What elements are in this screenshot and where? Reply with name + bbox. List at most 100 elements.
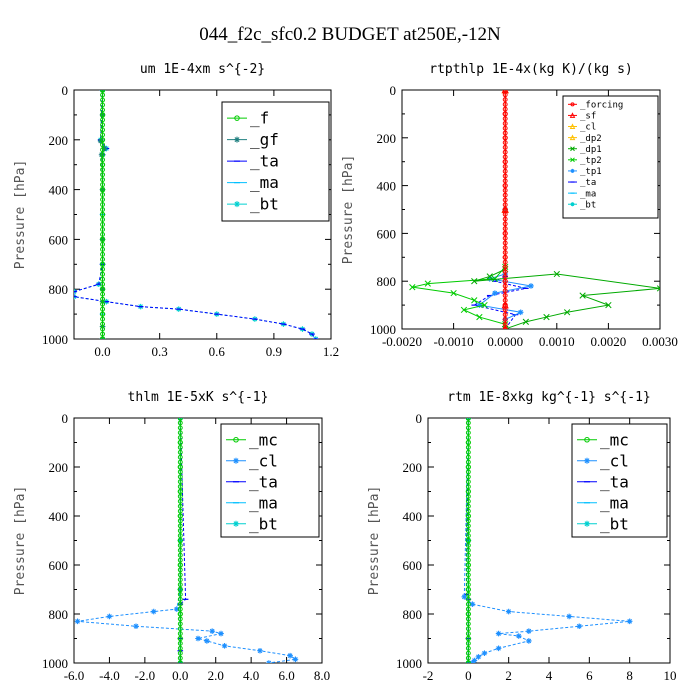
data-point [100,311,106,317]
data-point [465,616,471,622]
data-point [100,326,106,332]
data-point [465,601,471,607]
data-point [100,336,106,339]
data-point [502,144,508,150]
data-point [177,621,183,627]
data-point [465,435,471,441]
data-point [515,633,522,639]
data-point [502,283,508,289]
data-point [465,533,471,539]
data-point [100,182,106,188]
series-mc [177,418,183,663]
data-point [465,542,471,548]
data-point [626,618,633,625]
y-tick-label: 0 [390,83,397,98]
series-f [99,90,106,339]
data-point [502,202,508,208]
legend-label: _dp2 [580,134,602,144]
data-point [100,177,106,183]
y-tick-label: 1000 [370,322,396,337]
data-point [177,547,183,553]
legend-item: _bt [226,514,278,533]
data-point [502,326,508,329]
data-point [100,286,106,292]
panel-4: rtm 1E-8xkg kg^{-1} s^{-1} Pressure [hPa]… [367,390,677,683]
data-point [177,469,183,475]
legend-marker [570,168,575,173]
legend-item: _bt [227,195,279,214]
y-tick-label: 400 [49,183,69,198]
data-point [100,316,106,322]
x-tick-label: 6.0 [278,668,294,683]
data-point [100,117,106,123]
data-point [257,647,263,654]
data-point [465,508,471,514]
data-point [465,469,471,475]
data-point [177,587,183,592]
legend-label: _ta [600,472,629,491]
data-point [465,567,471,573]
data-point [177,533,183,539]
data-point [465,489,471,494]
data-point [465,640,471,646]
data-point [177,489,183,494]
data-point [177,474,183,480]
legend-marker [234,201,240,208]
y-axis-label: Pressure [hPa] [13,160,28,270]
data-point [100,291,106,297]
data-point [177,430,183,436]
legend-marker [570,157,575,163]
data-point [502,130,508,136]
y-tick-label: 400 [377,179,397,194]
legend-marker [570,102,575,107]
legend-item: _tp1 [568,167,602,177]
data-point [505,608,512,615]
x-tick-label: 0.0010 [539,334,575,349]
data-point [218,630,224,637]
x-tick-label: -2.0 [135,668,156,683]
data-point [100,301,106,307]
data-point [502,111,508,117]
data-point [177,513,183,519]
data-point [502,321,508,327]
data-point [465,557,471,563]
x-tick-label: 1.2 [323,344,339,359]
legend-label: _ma [580,189,596,199]
data-point [100,102,106,108]
data-point [100,90,106,93]
data-point [502,269,508,275]
x-tick-label: 0 [465,668,472,683]
data-point [502,197,508,203]
series-forcing [502,90,508,329]
data-point [177,464,183,470]
data-point [502,226,508,232]
data-point [528,283,534,289]
data-point [481,301,488,309]
data-point [465,631,471,637]
data-point [465,650,471,656]
data-point [502,216,508,222]
legend-marker [233,437,239,443]
legend-item: _ma [227,173,279,192]
data-point [204,638,210,644]
data-point [177,626,183,632]
data-point [465,636,471,641]
legend-label: _mc [600,430,629,449]
series-line [474,268,660,329]
y-tick-label: 1000 [42,656,68,671]
panel-title: um 1E-4xm s^{-2} [140,62,265,77]
data-point [195,635,201,642]
x-tick-label: 2.0 [208,668,224,683]
data-point [177,440,183,445]
data-point [465,418,471,421]
data-point [502,125,508,131]
x-tick-label: 2 [505,668,512,683]
data-point [465,498,471,504]
y-tick-label: 1000 [42,332,68,347]
data-point [465,459,471,465]
data-point [100,321,106,327]
data-point [526,628,532,634]
data-point [475,654,482,660]
legend-label: _ta [250,152,279,171]
data-point [476,302,483,308]
